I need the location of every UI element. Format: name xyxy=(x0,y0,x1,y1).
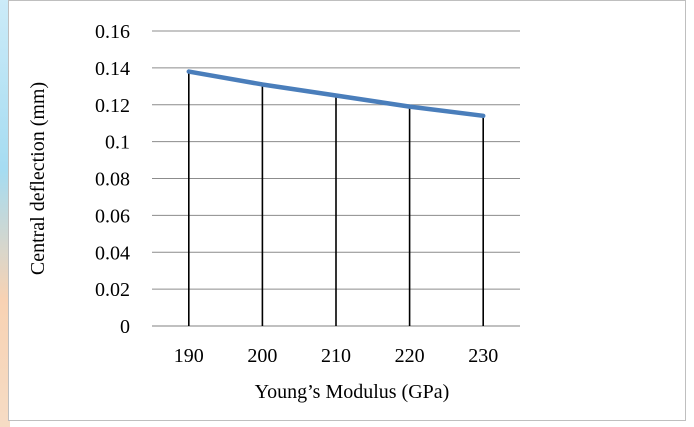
x-tick-label: 210 xyxy=(321,345,351,367)
y-tick-label: 0.04 xyxy=(95,242,130,264)
y-tick-label: 0.16 xyxy=(95,21,130,43)
series-group xyxy=(186,69,486,119)
x-tick-label: 190 xyxy=(174,345,204,367)
x-tick-label: 230 xyxy=(468,345,498,367)
x-tick-label: 220 xyxy=(395,345,425,367)
watermark-strip xyxy=(0,0,10,427)
y-tick-labels: 0 0.02 0.04 0.06 0.08 0.1 0.12 0.14 0.16 xyxy=(95,21,130,338)
x-tick-label: 200 xyxy=(247,345,277,367)
y-tick-label: 0 xyxy=(120,316,130,338)
y-tick-label: 0.1 xyxy=(105,132,130,154)
y-tick-label: 0.08 xyxy=(95,169,130,191)
y-tick-label: 0.12 xyxy=(95,95,130,117)
x-axis-title: Young’s Modulus (GPa) xyxy=(255,381,450,403)
x-tick-labels: 190 200 210 220 230 xyxy=(174,345,498,367)
y-tick-label: 0.14 xyxy=(95,58,130,80)
y-tick-label: 0.06 xyxy=(95,205,130,227)
drop-lines xyxy=(188,71,485,326)
y-axis-title: Central deflection (mm) xyxy=(27,82,49,275)
y-tick-label: 0.02 xyxy=(95,279,130,301)
chart-frame xyxy=(8,0,686,421)
